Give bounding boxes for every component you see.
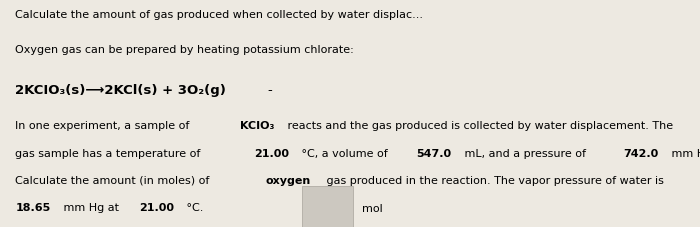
Text: mm Hg at: mm Hg at [60,203,122,213]
Text: Calculate the amount of gas produced when collected by water displac...: Calculate the amount of gas produced whe… [15,10,423,20]
Text: gas produced in the reaction. The vapor pressure of water is: gas produced in the reaction. The vapor … [323,175,664,185]
Text: oxygen: oxygen [265,175,311,185]
Text: 2KCIO₃(s)⟶2KCl(s) + 3O₂(g): 2KCIO₃(s)⟶2KCl(s) + 3O₂(g) [15,84,226,97]
Text: In one experiment, a sample of: In one experiment, a sample of [15,121,193,131]
Text: gas sample has a temperature of: gas sample has a temperature of [15,149,204,159]
Text: 21.00: 21.00 [139,203,174,213]
Text: -: - [267,84,272,97]
Text: 547.0: 547.0 [416,149,452,159]
Text: Calculate the amount (in moles) of: Calculate the amount (in moles) of [15,175,213,185]
Text: reacts and the gas produced is collected by water displacement. The: reacts and the gas produced is collected… [284,121,673,131]
Text: Oxygen gas can be prepared by heating potassium chlorate:: Oxygen gas can be prepared by heating po… [15,45,354,55]
Text: °C, a volume of: °C, a volume of [298,149,391,159]
Text: mol: mol [363,204,383,214]
Text: 21.00: 21.00 [254,149,289,159]
Text: KCIO₃: KCIO₃ [240,121,274,131]
FancyBboxPatch shape [302,186,354,227]
Text: °C.: °C. [183,203,204,213]
Text: mL, and a pressure of: mL, and a pressure of [461,149,589,159]
Text: 18.65: 18.65 [15,203,50,213]
Text: mm Hg.: mm Hg. [668,149,700,159]
Text: 742.0: 742.0 [623,149,659,159]
